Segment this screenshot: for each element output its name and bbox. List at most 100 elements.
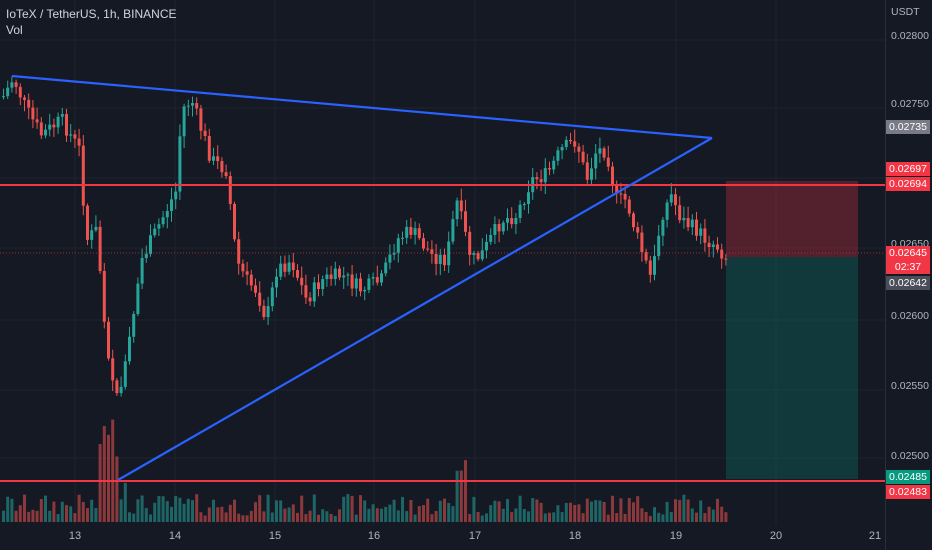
volume-bar	[254, 502, 257, 522]
volume-bar	[627, 498, 631, 522]
volume-bar	[632, 502, 635, 522]
resistance-price-badge: 0.02694	[886, 177, 930, 191]
volume-bar	[371, 504, 375, 522]
candle-body	[564, 139, 568, 148]
candle-body	[401, 237, 404, 239]
volume-bar	[493, 500, 497, 522]
candle-body	[468, 231, 472, 255]
candle-body	[300, 277, 304, 286]
candle-body	[270, 287, 274, 307]
volume-bar	[468, 513, 472, 522]
candle-body	[413, 228, 417, 235]
candle-body	[216, 156, 220, 162]
candle-body	[178, 136, 182, 192]
candle-body	[329, 274, 333, 279]
candle-body	[149, 235, 152, 254]
volume-bar	[296, 512, 299, 522]
volume-bar	[464, 460, 467, 522]
candle-body	[14, 82, 18, 87]
candle-body	[254, 285, 257, 293]
candle-body	[342, 275, 346, 278]
candle-body	[703, 228, 707, 243]
volume-bar	[724, 512, 728, 522]
volume-bar	[216, 507, 220, 522]
volume-bar	[401, 496, 404, 522]
volume-bar	[623, 513, 627, 522]
candle-body	[31, 107, 35, 120]
candle-body	[241, 263, 245, 272]
volume-bar	[405, 511, 409, 522]
volume-bar	[308, 510, 312, 522]
volume-bar	[569, 502, 572, 522]
candle-body	[594, 153, 598, 169]
candle-body	[56, 116, 60, 128]
volume-bar	[245, 515, 249, 522]
volume-bar	[220, 506, 224, 522]
candle-body	[195, 103, 199, 109]
candle-body	[434, 253, 438, 264]
volume-bar	[699, 500, 703, 522]
candle-body	[510, 218, 514, 225]
resistance-price-badge: 0.02697	[886, 162, 930, 176]
candle-body	[518, 204, 522, 218]
volume-bar	[451, 506, 455, 522]
volume-bar	[644, 512, 648, 522]
volume-bar	[283, 508, 287, 522]
volume-bar	[2, 510, 5, 522]
volume-bar	[157, 496, 161, 522]
candle-body	[396, 238, 400, 253]
candle-body	[258, 292, 262, 306]
candle-body	[308, 297, 312, 302]
volume-bar	[455, 470, 459, 522]
price-axis-unit[interactable]: USDT	[891, 6, 920, 18]
price-tick: 0.02600	[891, 310, 929, 322]
candle-body	[170, 199, 173, 211]
candle-body	[86, 205, 89, 240]
candle-body	[451, 219, 455, 242]
symbol-title[interactable]: IoTeX / TetherUS, 1h, BINANCE	[6, 7, 177, 21]
candle-body	[724, 258, 728, 260]
candle-body	[2, 96, 5, 98]
candle-body	[182, 106, 186, 137]
volume-bar	[77, 494, 81, 522]
volume-bar	[52, 501, 56, 522]
volume-bar	[140, 495, 144, 522]
volume-bar	[300, 495, 304, 522]
volume-bar	[438, 500, 442, 522]
time-tick: 17	[468, 530, 482, 542]
candle-body	[485, 241, 488, 251]
candle-body	[140, 258, 144, 284]
volume-bar	[447, 503, 451, 522]
volume-bar	[182, 503, 186, 522]
candle-body	[711, 244, 715, 248]
volume-bar	[107, 434, 110, 522]
volume-bar	[392, 499, 396, 522]
candle-body	[98, 226, 102, 271]
candle-body	[123, 361, 127, 387]
candle-body	[623, 193, 627, 200]
candle-body	[501, 222, 505, 232]
volume-bar	[18, 505, 22, 522]
volume-bar	[354, 514, 358, 522]
volume-bar	[506, 499, 509, 522]
candle-body	[304, 285, 308, 298]
volume-indicator-label[interactable]: Vol	[6, 23, 23, 37]
support-price-badge: 0.02483	[886, 485, 930, 499]
candle-body	[598, 148, 602, 154]
volume-bar	[23, 494, 26, 522]
volume-bar	[69, 506, 73, 522]
candle-body	[107, 321, 110, 359]
volume-bar	[396, 510, 400, 522]
candle-body	[686, 218, 690, 228]
volume-bar	[153, 502, 157, 522]
candle-body	[90, 230, 94, 240]
volume-bar	[409, 499, 413, 522]
volume-bar	[144, 508, 148, 522]
candle-body	[606, 157, 610, 167]
volume-bar	[489, 505, 493, 522]
candle-body	[699, 228, 703, 236]
volume-bar	[501, 508, 505, 522]
candle-body	[375, 277, 379, 283]
volume-bar	[552, 512, 556, 522]
